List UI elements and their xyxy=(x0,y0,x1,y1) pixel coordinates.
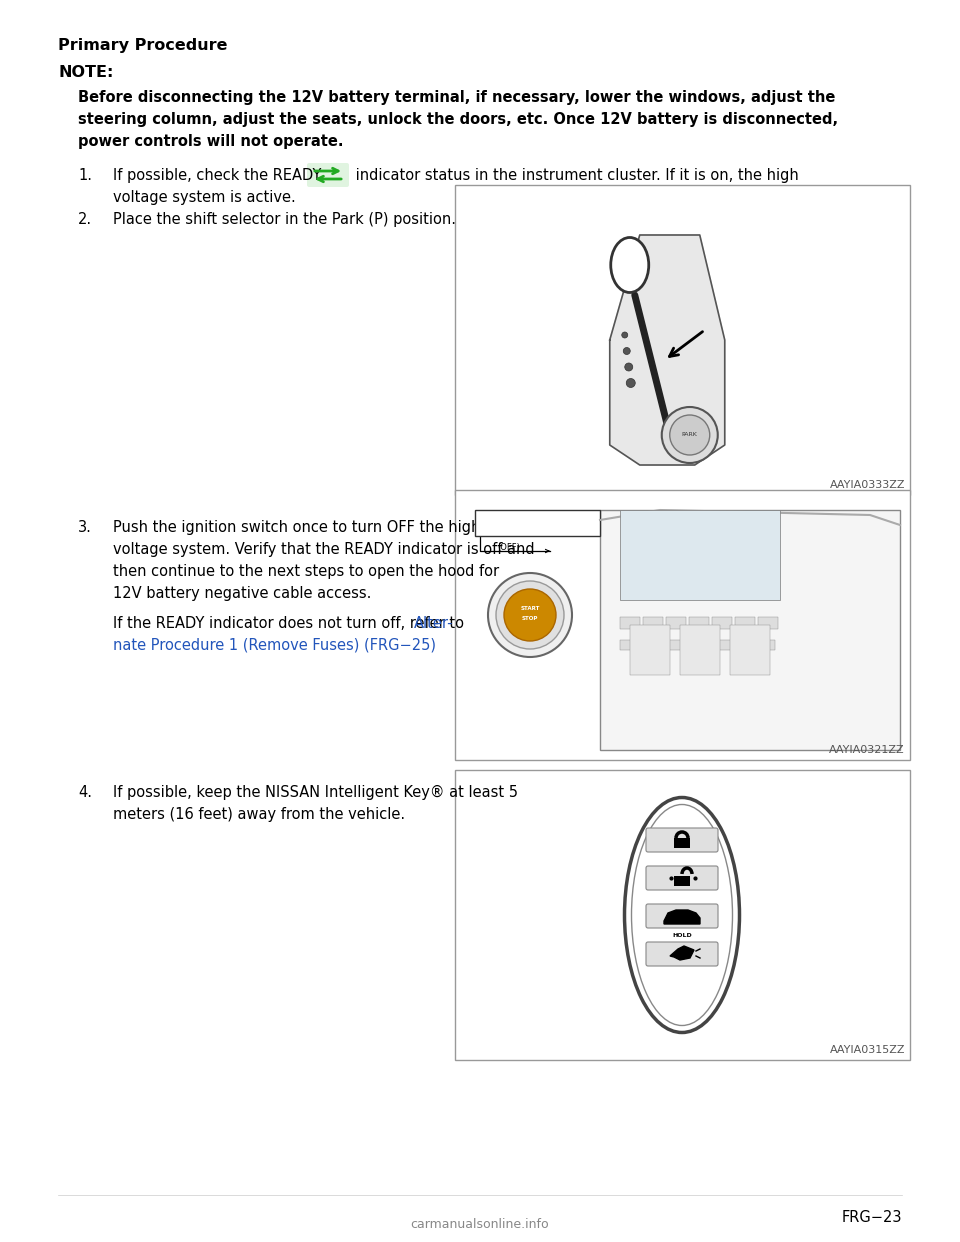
FancyBboxPatch shape xyxy=(646,828,718,852)
Text: 12V battery negative cable access.: 12V battery negative cable access. xyxy=(113,586,372,601)
Bar xyxy=(630,625,670,674)
Bar xyxy=(620,640,775,650)
Text: If the READY indicator does not turn off, refer to: If the READY indicator does not turn off… xyxy=(113,616,468,631)
Text: AAYIA0321ZZ: AAYIA0321ZZ xyxy=(829,745,905,755)
FancyBboxPatch shape xyxy=(646,866,718,891)
Circle shape xyxy=(488,573,572,657)
Text: PARK: PARK xyxy=(682,432,698,437)
Bar xyxy=(674,876,690,886)
Circle shape xyxy=(504,589,556,641)
Ellipse shape xyxy=(611,237,649,293)
Text: FRG−23: FRG−23 xyxy=(842,1210,902,1225)
Text: Push the ignition switch once to turn OFF the high: Push the ignition switch once to turn OF… xyxy=(113,520,480,535)
Text: indicator status in the instrument cluster. If it is on, the high: indicator status in the instrument clust… xyxy=(351,168,799,183)
Text: NOTE:: NOTE: xyxy=(58,65,113,79)
Text: nate Procedure 1 (Remove Fuses) (FRG−25): nate Procedure 1 (Remove Fuses) (FRG−25) xyxy=(113,638,436,653)
Polygon shape xyxy=(664,910,700,924)
Bar xyxy=(455,491,910,760)
Bar xyxy=(643,617,663,628)
Text: steering column, adjust the seats, unlock the doors, etc. Once 12V battery is di: steering column, adjust the seats, unloc… xyxy=(78,112,838,127)
Circle shape xyxy=(623,348,631,354)
Text: Alter-: Alter- xyxy=(414,616,453,631)
Bar xyxy=(680,625,720,674)
Bar xyxy=(666,617,686,628)
Bar xyxy=(712,617,732,628)
Text: If possible, check the READY: If possible, check the READY xyxy=(113,168,322,183)
Text: carmanualsonline.info: carmanualsonline.info xyxy=(411,1218,549,1231)
Text: voltage system is active.: voltage system is active. xyxy=(113,190,296,205)
FancyBboxPatch shape xyxy=(646,904,718,928)
Bar xyxy=(455,185,910,496)
Polygon shape xyxy=(610,235,725,465)
Text: HOLD: HOLD xyxy=(672,933,692,938)
Text: Place the shift selector in the Park (P) position.: Place the shift selector in the Park (P)… xyxy=(113,212,456,227)
Text: If possible, keep the NISSAN Intelligent Key® at least 5: If possible, keep the NISSAN Intelligent… xyxy=(113,785,518,800)
Bar xyxy=(674,838,690,848)
Text: (OFF): (OFF) xyxy=(497,543,520,551)
Text: Before disconnecting the 12V battery terminal, if necessary, lower the windows, : Before disconnecting the 12V battery ter… xyxy=(78,89,835,106)
Circle shape xyxy=(670,415,709,455)
Bar xyxy=(620,617,640,628)
Bar xyxy=(735,617,755,628)
Polygon shape xyxy=(670,946,694,960)
Text: 3.: 3. xyxy=(78,520,92,535)
Text: STOP: STOP xyxy=(522,616,539,621)
Circle shape xyxy=(496,581,564,650)
Text: 4.: 4. xyxy=(78,785,92,800)
Bar xyxy=(600,510,900,750)
Text: power controls will not operate.: power controls will not operate. xyxy=(78,134,344,149)
Text: Primary Procedure: Primary Procedure xyxy=(58,39,228,53)
Circle shape xyxy=(626,379,636,388)
Bar xyxy=(758,617,778,628)
Circle shape xyxy=(661,407,718,463)
Text: START: START xyxy=(520,606,540,611)
Text: meters (16 feet) away from the vehicle.: meters (16 feet) away from the vehicle. xyxy=(113,807,405,822)
Text: then continue to the next steps to open the hood for: then continue to the next steps to open … xyxy=(113,564,499,579)
Text: LOCK: LOCK xyxy=(478,510,502,519)
Bar xyxy=(455,770,910,1059)
Text: AAYIA0315ZZ: AAYIA0315ZZ xyxy=(829,1045,905,1054)
Bar xyxy=(620,510,780,600)
Text: 2.: 2. xyxy=(78,212,92,227)
Ellipse shape xyxy=(632,805,732,1026)
FancyBboxPatch shape xyxy=(646,941,718,966)
FancyBboxPatch shape xyxy=(307,163,349,188)
Text: 1.: 1. xyxy=(78,168,92,183)
Text: voltage system. Verify that the READY indicator is off and: voltage system. Verify that the READY in… xyxy=(113,542,535,556)
Bar xyxy=(730,625,770,674)
Bar xyxy=(475,510,600,537)
Circle shape xyxy=(625,363,633,371)
Text: AAYIA0333ZZ: AAYIA0333ZZ xyxy=(829,479,905,491)
Bar xyxy=(689,617,709,628)
Ellipse shape xyxy=(625,797,739,1032)
Text: ACC: ACC xyxy=(517,510,536,519)
Text: ON: ON xyxy=(563,510,577,519)
Circle shape xyxy=(622,332,628,338)
